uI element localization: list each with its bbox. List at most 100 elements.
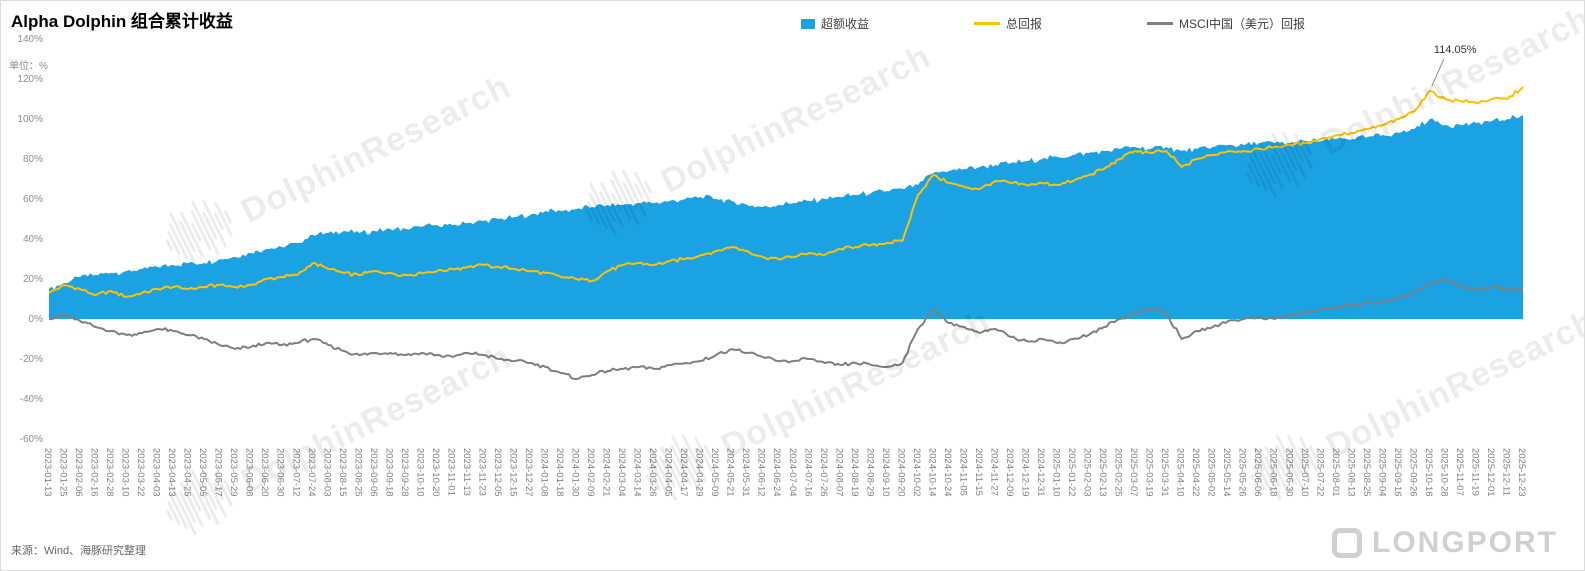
x-tick-label: 2024-08-07 (833, 448, 844, 497)
legend-label: MSCI中国（美元）回报 (1179, 17, 1306, 31)
annotation-pointer-line (1431, 58, 1445, 87)
x-tick-label: 2023-11-23 (476, 448, 487, 496)
x-tick-label: 2024-03-26 (647, 448, 658, 497)
x-tick-label: 2024-01-30 (570, 448, 581, 497)
legend-swatch-icon (1147, 22, 1174, 25)
x-tick-label: 2025-09-16 (1392, 448, 1403, 497)
x-tick-label: 2023-11-13 (461, 448, 472, 496)
longport-text: LONGPORT (1372, 526, 1558, 559)
y-tick-label: 100% (17, 114, 43, 125)
x-tick-label: 2025-03-19 (1144, 448, 1155, 497)
x-tick-label: 2024-09-10 (880, 448, 891, 497)
x-tick-label: 2023-06-20 (259, 448, 270, 497)
y-tick-label: 0% (29, 314, 44, 325)
annotation-label: 114.05% (1434, 44, 1477, 56)
x-tick-label: 2025-06-06 (1252, 448, 1263, 497)
x-tick-label: 2024-07-04 (787, 448, 798, 497)
x-tick-label: 2023-04-03 (151, 448, 162, 497)
x-tick-label: 2024-11-15 (973, 448, 984, 496)
x-tick-label: 2023-12-27 (523, 448, 534, 497)
x-tick-label: 2023-05-17 (213, 448, 224, 497)
x-tick-label: 2024-05-21 (725, 448, 736, 497)
x-tick-label: 2024-11-05 (957, 448, 968, 496)
y-tick-label: 140% (17, 34, 43, 45)
y-tick-label: -40% (20, 394, 43, 405)
x-tick-label: 2025-03-31 (1159, 448, 1170, 497)
x-tick-label: 2025-06-18 (1268, 448, 1279, 497)
longport-icon (1332, 528, 1362, 558)
x-tick-label: 2023-01-13 (42, 448, 53, 497)
x-tick-label: 2023-08-25 (352, 448, 363, 497)
y-tick-label: -20% (20, 354, 43, 365)
x-tick-label: 2025-01-22 (1066, 448, 1077, 497)
x-tick-label: 2023-06-08 (244, 448, 255, 497)
x-tick-label: 2023-07-24 (306, 448, 317, 497)
x-tick-label: 2023-02-06 (73, 448, 84, 497)
x-tick-label: 2024-06-12 (756, 448, 767, 497)
x-tick-label: 2023-05-05 (197, 448, 208, 497)
series-line-2 (48, 278, 1524, 380)
x-tick-label: 2024-07-16 (802, 448, 813, 497)
x-tick-label: 2025-09-26 (1407, 448, 1418, 497)
x-tick-label: 2023-09-18 (383, 448, 394, 497)
x-tick-label: 2024-03-04 (616, 448, 627, 497)
x-tick-label: 2024-10-14 (926, 448, 937, 497)
x-tick-label: 2024-01-08 (539, 448, 550, 497)
y-tick-label: -60% (20, 434, 43, 445)
x-tick-label: 2024-08-29 (864, 448, 875, 497)
x-tick-label: 2023-04-25 (182, 448, 193, 497)
x-tick-label: 2025-09-04 (1376, 448, 1387, 497)
legend-item-0: 超额收益 (801, 15, 869, 32)
x-tick-label: 2023-03-22 (135, 448, 146, 497)
x-tick-label: 2025-11-19 (1469, 448, 1480, 496)
longport-logo: LONGPORT (1332, 526, 1558, 560)
legend-label: 超额收益 (821, 17, 870, 31)
x-tick-label: 2025-05-14 (1221, 448, 1232, 497)
x-tick-label: 2024-12-19 (1019, 448, 1030, 497)
x-tick-label: 2024-02-21 (601, 448, 612, 497)
x-tick-label: 2025-06-30 (1283, 448, 1294, 497)
x-tick-label: 2025-02-03 (1082, 448, 1093, 497)
x-tick-label: 2025-04-10 (1175, 448, 1186, 497)
x-tick-label: 2025-02-25 (1113, 448, 1124, 497)
x-tick-label: 2025-12-01 (1485, 448, 1496, 497)
x-tick-label: 2025-10-28 (1438, 448, 1449, 497)
legend-item-1: 总回报 (974, 15, 1042, 32)
legend-swatch-icon (801, 18, 815, 29)
x-tick-label: 2023-03-10 (120, 448, 131, 497)
x-tick-label: 2025-01-10 (1051, 448, 1062, 497)
x-tick-label: 2024-01-18 (554, 448, 565, 497)
x-tick-label: 2024-10-24 (942, 448, 953, 497)
x-tick-label: 2024-12-09 (1004, 448, 1015, 497)
x-tick-label: 2024-05-31 (740, 448, 751, 497)
legend-swatch-icon (974, 22, 1001, 25)
x-tick-label: 2025-07-22 (1314, 448, 1325, 497)
x-tick-label: 2025-05-02 (1206, 448, 1217, 497)
x-tick-label: 2024-04-05 (663, 448, 674, 497)
x-tick-label: 2024-04-29 (694, 448, 705, 497)
x-tick-label: 2023-08-03 (321, 448, 332, 497)
x-tick-label: 2023-09-06 (368, 448, 379, 497)
x-tick-label: 2025-05-26 (1237, 448, 1248, 497)
unit-label: 单位：% (9, 61, 48, 72)
x-tick-label: 2023-12-05 (492, 448, 503, 497)
x-tick-label: 2025-12-11 (1500, 448, 1511, 496)
x-tick-label: 2023-02-16 (89, 448, 100, 497)
x-tick-label: 2025-08-13 (1345, 448, 1356, 497)
x-tick-label: 2025-07-10 (1299, 448, 1310, 497)
x-tick-label: 2024-08-19 (849, 448, 860, 497)
legend: 超额收益 总回报 MSCI中国（美元）回报 (801, 15, 1305, 32)
x-tick-label: 2024-12-31 (1035, 448, 1046, 497)
x-tick-label: 2024-04-17 (678, 448, 689, 497)
x-tick-label: 2024-07-26 (818, 448, 829, 497)
x-tick-label: 2024-05-09 (709, 448, 720, 497)
x-tick-label: 2025-04-22 (1190, 448, 1201, 497)
y-tick-label: 120% (17, 74, 43, 85)
series-area-0 (49, 114, 1523, 320)
x-tick-label: 2024-11-27 (988, 448, 999, 496)
series-line-1 (48, 86, 1524, 298)
x-tick-label: 2025-10-16 (1423, 448, 1434, 497)
x-tick-label: 2025-02-13 (1097, 448, 1108, 497)
